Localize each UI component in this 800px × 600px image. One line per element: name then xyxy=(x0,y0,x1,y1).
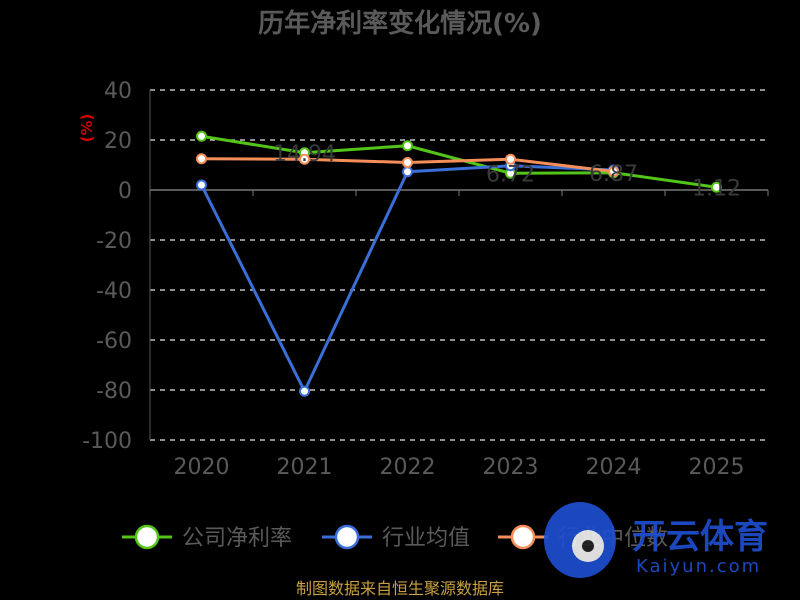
data-point xyxy=(402,157,413,168)
x-tick-label: 2023 xyxy=(483,455,539,480)
data-labels: 14.94 6.72 6.87 1.12 xyxy=(273,142,741,202)
x-tick-label: 2025 xyxy=(689,455,745,480)
data-point xyxy=(402,140,413,152)
legend-marker xyxy=(510,524,536,550)
legend-marker xyxy=(134,524,160,550)
y-tick-label: -80 xyxy=(96,379,132,404)
x-tick-label: 2020 xyxy=(174,455,230,480)
tick-labels: 40 20 0 -20 -40 -60 -80 -100 2020 2021 2022 2023 202… xyxy=(82,79,744,480)
watermark-subtext: Kaiyun.com xyxy=(636,556,761,577)
series-line-1 xyxy=(200,164,614,393)
data-point xyxy=(299,153,310,165)
chart-title: 历年净利率变化情况(%) xyxy=(258,8,542,39)
data-label: 6.87 xyxy=(589,162,638,187)
x-tick-label: 2021 xyxy=(277,455,333,480)
y-tick-label: 20 xyxy=(104,129,132,154)
data-point xyxy=(402,166,413,178)
data-point xyxy=(196,179,207,191)
data-label: 14.94 xyxy=(273,142,336,167)
football-patch-icon xyxy=(582,540,594,552)
series-lines xyxy=(196,130,722,397)
data-point xyxy=(505,153,516,165)
y-tick-label: -40 xyxy=(96,279,132,304)
x-tick-label: 2024 xyxy=(586,455,642,480)
data-label: 1.12 xyxy=(692,176,741,201)
data-source: 制图数据来自恒生聚源数据库 xyxy=(296,579,504,598)
data-point xyxy=(711,181,722,193)
y-tick-label: -20 xyxy=(96,229,132,254)
legend-marker xyxy=(334,524,360,550)
x-tick-label: 2022 xyxy=(380,455,436,480)
y-tick-label: -60 xyxy=(96,329,132,354)
legend-label: 公司净利率 xyxy=(182,526,292,551)
watermark-text: 开云体育 xyxy=(632,517,768,557)
axes xyxy=(149,90,769,440)
y-tick-label: 0 xyxy=(118,179,132,204)
data-point xyxy=(196,153,207,165)
watermark: 开云体育 Kaiyun.com xyxy=(544,502,768,578)
y-tick-label: -100 xyxy=(82,429,132,454)
legend-label: 行业均值 xyxy=(382,526,470,551)
y-axis-label: (%) xyxy=(78,114,96,143)
data-point xyxy=(196,130,207,142)
data-label: 6.72 xyxy=(486,162,535,187)
y-tick-label: 40 xyxy=(104,79,132,104)
data-point xyxy=(608,166,619,177)
data-point xyxy=(299,385,310,397)
